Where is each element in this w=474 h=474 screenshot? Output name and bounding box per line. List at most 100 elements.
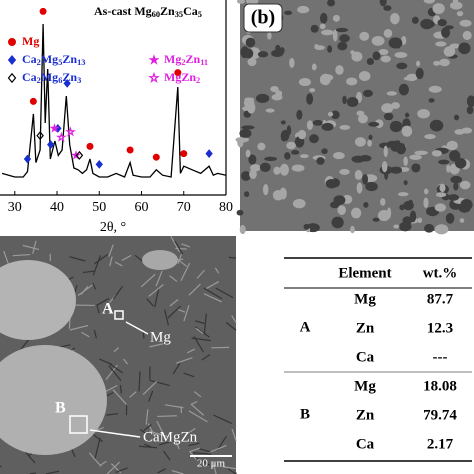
grain: [291, 150, 300, 155]
grain: [403, 200, 414, 211]
legend-label: Ca2Mg6Zn3: [22, 70, 81, 85]
grain: [321, 148, 328, 155]
grain: [377, 210, 391, 222]
grain: [423, 0, 436, 4]
lamella: [82, 270, 96, 274]
lamella: [32, 240, 37, 255]
table-cell: Mg: [354, 291, 376, 307]
grain: [456, 10, 464, 17]
grain: [439, 58, 450, 67]
lamella: [195, 326, 210, 338]
grain: [280, 120, 286, 125]
grain: [339, 34, 350, 43]
lamella: [215, 287, 234, 299]
lamella: [188, 283, 201, 296]
table-cell: Ca: [356, 436, 375, 452]
lamella: [225, 322, 237, 331]
peak-marker: [174, 69, 182, 77]
peak-marker: [205, 149, 213, 158]
grain: [423, 188, 429, 195]
lamella: [190, 403, 205, 416]
grain: [401, 125, 413, 137]
lamella: [143, 424, 152, 432]
lamella: [92, 255, 102, 276]
grain: [358, 71, 371, 82]
lamella: [206, 281, 220, 290]
region-a-box: [114, 310, 124, 320]
legend-symbol: [7, 72, 17, 84]
grain: [386, 91, 397, 96]
phase-label: CaMgZn: [143, 429, 198, 445]
lamella: [188, 410, 208, 423]
grain: [337, 41, 348, 51]
lamella: [193, 452, 212, 455]
grain: [239, 224, 246, 235]
lamella: [123, 358, 129, 365]
grain: [439, 183, 446, 193]
lamella: [193, 391, 202, 398]
grain: [291, 164, 305, 172]
grain: [381, 103, 394, 114]
grain: [236, 0, 246, 4]
grain: [279, 163, 289, 176]
lamella: [231, 315, 237, 323]
grain: [393, 224, 400, 229]
lamella: [140, 273, 156, 288]
lamella: [157, 468, 166, 474]
lamella: [177, 309, 186, 313]
x-axis-label: 2θ, °: [100, 220, 126, 235]
grain: [365, 181, 378, 192]
grain: [321, 122, 334, 131]
grain: [327, 0, 336, 7]
grain: [284, 10, 293, 16]
lamella: [176, 357, 193, 364]
lamella: [69, 324, 89, 331]
peak-marker: [63, 79, 71, 88]
lamella: [158, 440, 174, 446]
grain: [441, 27, 451, 39]
lamella: [100, 460, 107, 466]
grain: [279, 187, 287, 200]
lamella: [106, 413, 119, 416]
grain: [454, 158, 467, 169]
grain: [390, 12, 400, 25]
lamella: [212, 461, 217, 474]
grain: [292, 198, 306, 209]
grain: [438, 159, 450, 165]
grain: [246, 101, 256, 114]
grain: [383, 145, 388, 158]
grain: [289, 57, 295, 68]
lamella: [108, 365, 122, 382]
lamella: [167, 305, 181, 319]
lamella: [113, 347, 120, 353]
legend-label: Ca2Mg5Zn13: [22, 52, 85, 67]
grain: [245, 149, 251, 158]
grain: [411, 16, 419, 24]
grain: [428, 98, 435, 103]
grain: [383, 112, 394, 121]
grain: [466, 95, 474, 108]
grain: [303, 223, 310, 230]
grain: [332, 29, 338, 42]
lamella: [109, 256, 113, 267]
grain: [433, 60, 441, 66]
grain: [432, 3, 445, 15]
grain: [446, 164, 451, 173]
grain: [309, 88, 316, 93]
lamella: [180, 262, 191, 282]
grain: [257, 142, 266, 151]
grain: [386, 140, 397, 148]
grain: [437, 19, 447, 27]
grain: [396, 62, 408, 70]
grain: [458, 204, 471, 213]
region-b-box: [69, 415, 88, 434]
lamella: [96, 304, 100, 314]
lamella: [129, 391, 137, 398]
lamella: [228, 256, 237, 259]
lamella: [194, 456, 211, 466]
grain: [297, 129, 307, 140]
table-cell: 18.08: [423, 378, 457, 394]
grain: [357, 114, 368, 124]
grain: [255, 93, 270, 104]
grain: [458, 42, 471, 55]
